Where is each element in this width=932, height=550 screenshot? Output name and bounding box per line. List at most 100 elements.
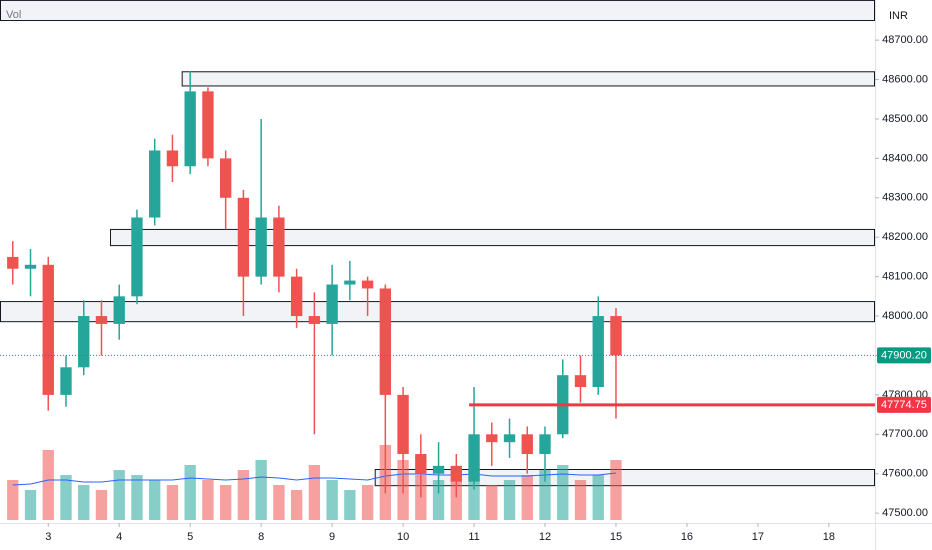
volume-bar (290, 490, 303, 520)
volume-bar (521, 475, 533, 520)
candle-body (60, 367, 72, 395)
volume-bar (42, 450, 54, 520)
x-tick-label: 4 (116, 531, 122, 543)
volume-bar (95, 490, 108, 520)
candle-body (610, 316, 622, 356)
volume-bar (486, 485, 498, 520)
volume-bar (415, 475, 427, 520)
x-tick-label: 8 (258, 531, 264, 543)
zone (0, 301, 875, 323)
candle-body (450, 465, 462, 482)
volume-bar (131, 475, 143, 520)
candle-body (184, 91, 196, 167)
y-tick-label: 48300.00 (882, 192, 928, 204)
candle-body (326, 284, 338, 324)
volume-bar (219, 485, 232, 520)
volume-bar (503, 480, 516, 520)
candle-body (415, 454, 427, 474)
candle-body (42, 264, 54, 395)
volume-bar (557, 465, 569, 520)
volume-bar (610, 460, 622, 520)
y-tick-label: 48200.00 (882, 231, 928, 243)
currency-label: INR (889, 10, 908, 22)
volume-bar (60, 475, 72, 520)
volume-bar (113, 470, 125, 520)
x-tick-label: 17 (752, 531, 764, 543)
volume-bar (361, 485, 374, 520)
candle-body (521, 434, 533, 455)
candle-body (308, 316, 321, 324)
volume-ma (12, 472, 617, 486)
price-line-label: 47774.75 (881, 399, 927, 411)
y-tick-label: 47600.00 (882, 468, 928, 480)
price-line-box (877, 396, 931, 413)
candle-body (397, 394, 409, 455)
candle-body (24, 264, 37, 269)
candle-body (131, 217, 143, 297)
current-price-box (877, 347, 931, 364)
candle-body (290, 276, 303, 317)
zone (0, 0, 875, 22)
y-tick-label: 47500.00 (882, 507, 928, 519)
volume-bar (344, 490, 356, 520)
volume-bar (432, 480, 445, 520)
y-tick-label: 47700.00 (882, 428, 928, 440)
y-tick-label: 48600.00 (882, 73, 928, 85)
y-tick-label: 48000.00 (882, 310, 928, 322)
candle-body (468, 434, 480, 482)
candle-body (202, 91, 214, 159)
volume-bar (326, 480, 338, 520)
candle-body (237, 197, 250, 277)
candle-body (486, 434, 498, 443)
volume-bar (539, 470, 551, 520)
candle-body (78, 316, 90, 368)
volume-bar (166, 485, 179, 520)
x-tick-label: 10 (397, 531, 409, 543)
volume-bar (574, 480, 587, 520)
candle-body (149, 150, 161, 218)
x-tick-label: 16 (681, 531, 693, 543)
y-tick-label: 48100.00 (882, 271, 928, 283)
candle-body (166, 150, 179, 167)
x-tick-label: 15 (610, 531, 622, 543)
candle-body (592, 316, 604, 388)
zone (374, 468, 875, 487)
candle-body (574, 375, 587, 388)
current-price-label: 47900.20 (881, 349, 927, 361)
volume-bar (273, 485, 285, 520)
zone (181, 71, 875, 87)
volume-bar (7, 480, 19, 520)
volume-bar (592, 475, 604, 520)
volume-bar (24, 490, 37, 520)
volume-bar (184, 465, 196, 520)
volume-bar (237, 470, 250, 520)
candle-body (503, 434, 516, 443)
candle-body (361, 280, 374, 289)
candle-body (432, 465, 445, 474)
volume-bar (78, 485, 90, 520)
candle-body (379, 288, 392, 395)
x-tick-label: 11 (468, 531, 479, 543)
volume-label: Vol (6, 9, 21, 21)
candle-body (344, 280, 356, 285)
candle-body (219, 158, 232, 198)
volume-bar (202, 480, 214, 520)
volume-bar (450, 480, 462, 520)
candle-body (539, 434, 551, 455)
candle-body (255, 217, 267, 277)
x-tick-label: 9 (329, 531, 335, 543)
x-tick-label: 18 (823, 531, 835, 543)
candle-body (113, 296, 125, 324)
zone (109, 228, 875, 247)
volume-bar (468, 470, 480, 520)
y-tick-label: 48700.00 (882, 34, 928, 46)
candle-body (95, 316, 108, 324)
x-tick-label: 5 (187, 531, 193, 543)
y-tick-label: 48400.00 (882, 152, 928, 164)
x-tick-label: 12 (539, 531, 551, 543)
volume-bar (308, 465, 321, 520)
x-tick-label: 3 (45, 531, 51, 543)
volume-bar (255, 460, 267, 520)
